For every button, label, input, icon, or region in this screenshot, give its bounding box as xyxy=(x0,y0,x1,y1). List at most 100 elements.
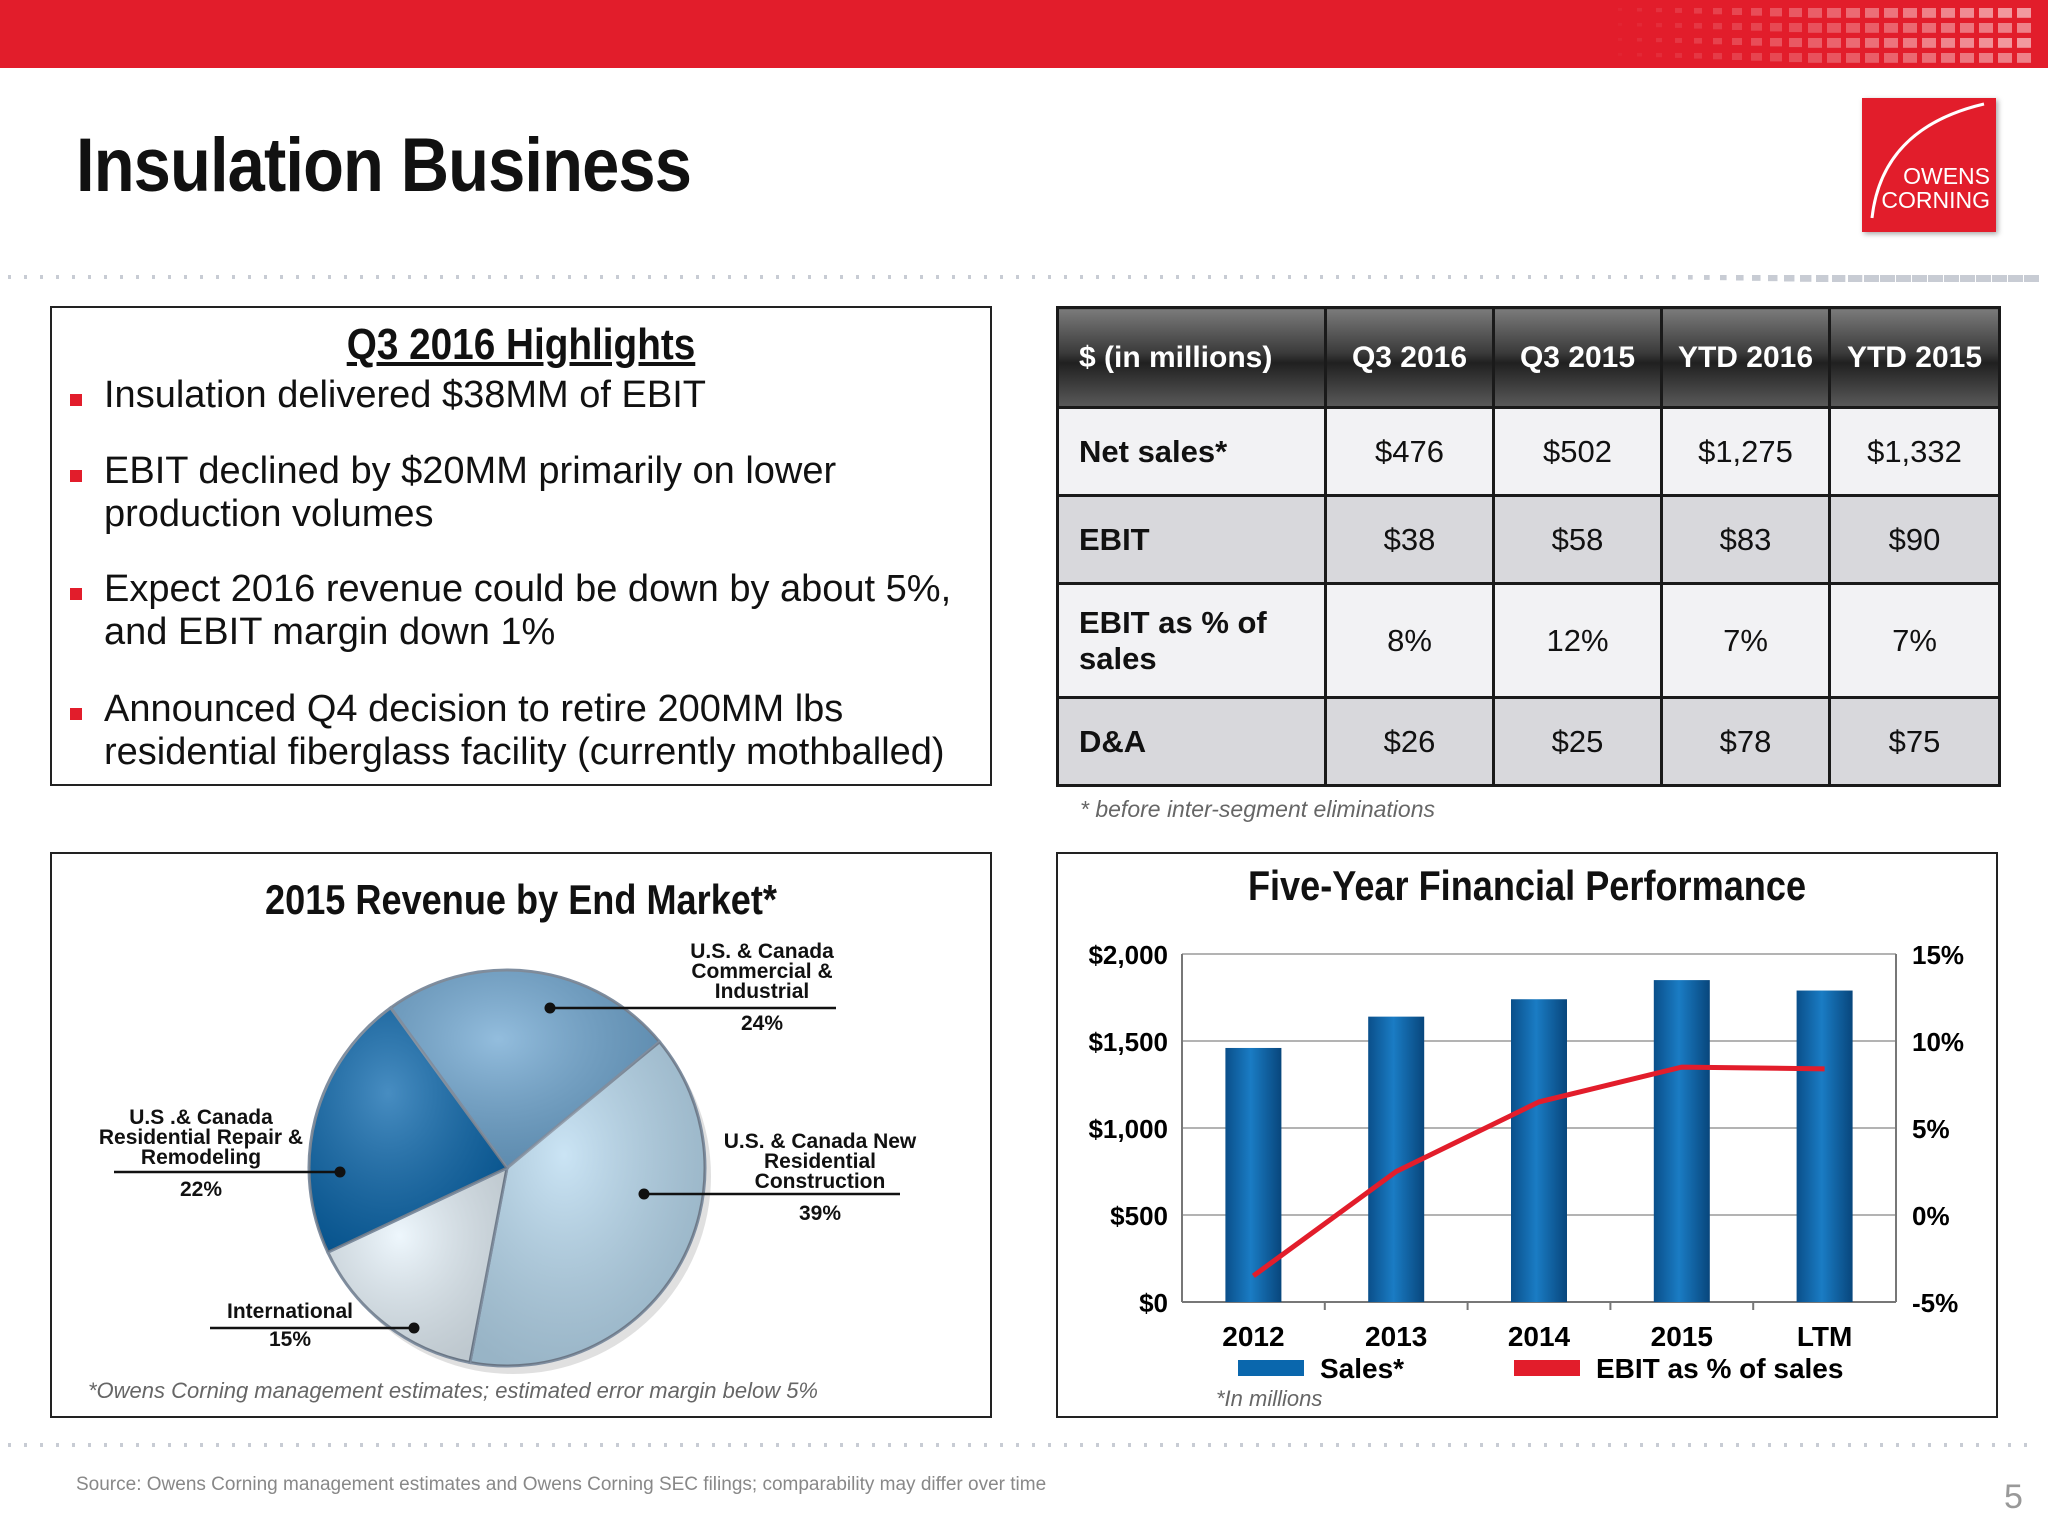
banner-square xyxy=(1827,38,1841,48)
table-header-row: $ (in millions) Q3 2016 Q3 2015 YTD 2016… xyxy=(1056,306,2001,409)
pie-leader-dot xyxy=(334,1166,346,1178)
banner-square xyxy=(1675,53,1682,58)
divider-dot xyxy=(616,275,619,279)
banner-square xyxy=(1998,38,2012,48)
divider-dot xyxy=(648,1443,651,1447)
divider-dot xyxy=(1160,1443,1163,1447)
divider-dot xyxy=(1000,1443,1003,1447)
divider-dot xyxy=(792,275,795,279)
divider-dot xyxy=(312,1443,315,1447)
divider-dot xyxy=(1176,1443,1179,1447)
divider-dot xyxy=(216,275,219,279)
banner-square xyxy=(1884,8,1898,18)
divider-dot xyxy=(968,1443,971,1447)
divider-dot xyxy=(1512,1443,1515,1447)
divider-dot xyxy=(1368,1443,1371,1447)
banner-square xyxy=(1941,53,1955,63)
divider-dot xyxy=(1448,275,1451,279)
divider-dot xyxy=(1096,275,1099,279)
divider-dot xyxy=(232,1443,235,1447)
divider-dot xyxy=(1048,275,1051,279)
banner-square xyxy=(1922,53,1936,63)
divider-dot xyxy=(664,275,667,279)
divider-dot xyxy=(408,275,411,279)
divider-dot xyxy=(600,275,603,279)
divider-dot xyxy=(440,275,443,279)
divider-dot xyxy=(728,275,731,279)
divider-dot xyxy=(968,275,971,279)
owens-corning-logo: OWENS CORNING xyxy=(1862,98,1996,232)
table-cell: $38 xyxy=(1324,494,1495,585)
banner-square xyxy=(1808,23,1822,33)
banner-square xyxy=(1960,38,1974,48)
divider-dot xyxy=(1304,275,1307,279)
banner-square xyxy=(1979,8,1993,18)
divider-dot xyxy=(952,275,955,279)
divider-dot xyxy=(1352,1443,1355,1447)
table-cell: $25 xyxy=(1492,696,1663,787)
banner-square xyxy=(1789,23,1802,33)
divider-dot xyxy=(1432,1443,1435,1447)
divider-dot xyxy=(376,275,379,279)
banner-square xyxy=(2017,23,2031,33)
banner-square xyxy=(1618,53,1622,56)
divider-dot xyxy=(424,1443,427,1447)
divider-dot xyxy=(1944,1443,1947,1447)
table-cell: $1,332 xyxy=(1828,406,2001,497)
slice-percent: 22% xyxy=(179,1178,223,1201)
column-header: Q3 2015 xyxy=(1492,306,1663,409)
divider-dot xyxy=(168,1443,171,1447)
banner-square xyxy=(1637,53,1642,57)
divider-dot xyxy=(1624,275,1627,279)
divider-dot xyxy=(8,275,11,279)
banner-square xyxy=(1618,38,1622,41)
divider-dot xyxy=(1832,275,1846,282)
divider-bottom xyxy=(8,1443,2027,1447)
pie-footnote: *Owens Corning management estimates; est… xyxy=(88,1378,818,1403)
banner-square xyxy=(1675,38,1682,43)
divider-dot xyxy=(1976,275,1991,282)
row-label: EBIT as % of sales xyxy=(1056,582,1327,699)
slide-title: Insulation Business xyxy=(76,123,692,208)
divider-dot xyxy=(1672,1443,1675,1447)
divider-dot xyxy=(184,1443,187,1447)
divider-dot xyxy=(984,1443,987,1447)
divider-dot xyxy=(456,1443,459,1447)
highlight-bullet: EBIT declined by $20MM primarily on lowe… xyxy=(104,450,837,535)
divider-dot xyxy=(376,1443,379,1447)
divider-top xyxy=(8,275,2039,282)
divider-dot xyxy=(1736,1443,1739,1447)
divider-dot xyxy=(1016,1443,1019,1447)
banner-square xyxy=(1675,8,1682,13)
pie-leader-dot xyxy=(408,1322,420,1334)
slice-percent: 39% xyxy=(798,1202,842,1225)
divider-dot xyxy=(1208,1443,1211,1447)
divider-dot xyxy=(1320,275,1323,279)
divider-dot xyxy=(1560,1443,1563,1447)
divider-dot xyxy=(872,275,875,279)
table-row: D&A $26 $25 $78 $75 xyxy=(1056,696,2001,787)
pie-leader-dot xyxy=(544,1002,556,1014)
divider-dot xyxy=(392,1443,395,1447)
divider-dot xyxy=(2008,1443,2011,1447)
table-cell: $58 xyxy=(1492,494,1663,585)
divider-dot xyxy=(936,1443,939,1447)
divider-dot xyxy=(712,1443,715,1447)
y-tick-left: $500 xyxy=(1110,1201,1168,1231)
divider-dot xyxy=(104,275,107,279)
bar-chart: $0 $500 $1,000 $1,500 $2,000 -5% 0% 5% 10% 15% 201… xyxy=(1088,940,1964,1411)
divider-dot xyxy=(1624,1443,1627,1447)
banner-square xyxy=(1808,38,1822,48)
divider-dot xyxy=(1608,275,1611,279)
x-tick-label: 2015 xyxy=(1651,1321,1713,1352)
divider-dot xyxy=(808,275,811,279)
divider-dot xyxy=(1432,275,1435,279)
x-tick-label: LTM xyxy=(1797,1321,1852,1352)
divider-dot xyxy=(152,275,155,279)
divider-dot xyxy=(1352,275,1355,279)
divider-dot xyxy=(536,275,539,279)
banner-square xyxy=(1732,53,1742,60)
row-label: EBIT xyxy=(1056,494,1327,585)
slice-name: U.S .& Canada Residential Repair & Remod… xyxy=(98,1106,304,1169)
banner-square xyxy=(1865,53,1879,63)
